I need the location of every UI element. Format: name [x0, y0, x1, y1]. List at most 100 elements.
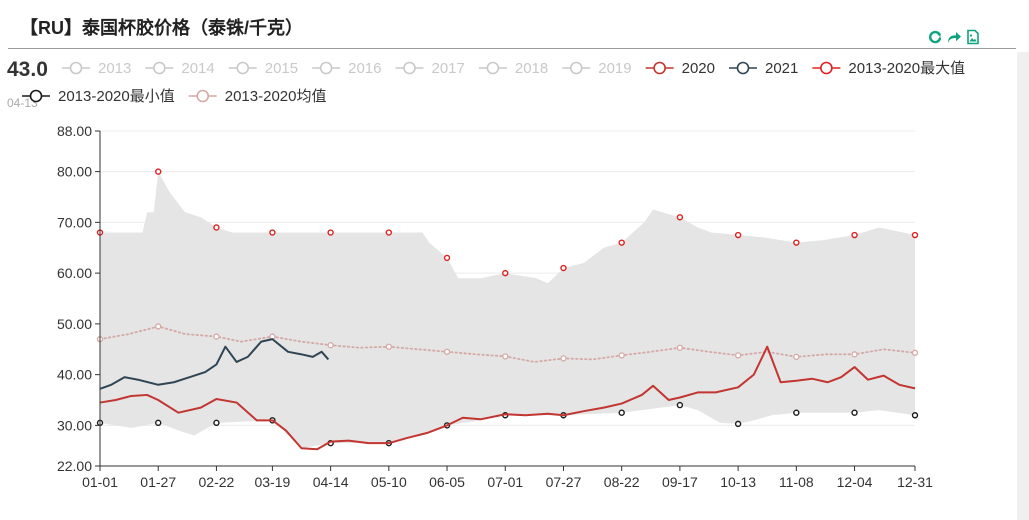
legend-label: 2013-2020均值: [225, 88, 327, 105]
legend-item[interactable]: 2021: [729, 60, 798, 77]
legend-swatch-marker: [569, 61, 583, 75]
legend-label: 2015: [265, 60, 298, 77]
y-tick-label: 40.00: [57, 367, 92, 383]
mean-point: [502, 353, 509, 360]
mean-point: [618, 352, 625, 359]
mean-point: [851, 351, 858, 358]
legend-swatch-marker: [153, 61, 166, 75]
data-point: [851, 409, 858, 416]
mean-point: [911, 349, 919, 356]
data-point: [385, 229, 393, 236]
refresh-icon[interactable]: [926, 28, 943, 45]
x-tick-label: 06-05: [429, 474, 465, 490]
legend-label: 2013-2020最大值: [848, 60, 965, 77]
legend-swatch-marker: [319, 61, 333, 75]
x-tick-label: 07-27: [546, 474, 582, 490]
mean-point: [443, 348, 451, 355]
mean-point: [213, 333, 220, 340]
data-point: [911, 231, 919, 239]
chart-toolbar: [926, 28, 981, 45]
series-line-2020: [99, 345, 916, 451]
x-tick-label: 09-17: [662, 474, 698, 490]
legend-item[interactable]: 2017: [395, 60, 465, 77]
legend-swatch-marker: [736, 61, 750, 75]
data-point: [155, 419, 162, 427]
x-tick-label: 05-10: [371, 474, 407, 490]
series-layer: [96, 168, 919, 451]
data-point: [269, 229, 276, 236]
legend-swatch-marker: [486, 61, 500, 75]
y-tick-label: 30.00: [57, 417, 92, 433]
y-tick-label: 80.00: [57, 164, 92, 180]
legend-swatch-marker: [29, 89, 43, 103]
legend-swatch-marker: [403, 61, 416, 75]
legend-label: 2016: [348, 60, 381, 77]
data-point: [618, 239, 625, 246]
data-point: [443, 254, 451, 262]
range-band: [100, 171, 915, 449]
mean-point: [793, 353, 800, 361]
data-point: [793, 409, 800, 416]
x-tick-label: 01-01: [82, 474, 118, 490]
legend-label: 2019: [598, 60, 631, 77]
legend-item[interactable]: 2013: [62, 60, 131, 77]
y-tick-label: 22.00: [57, 458, 92, 474]
page-title: 【RU】泰国杯胶价格（泰铢/千克）: [20, 18, 303, 38]
legend-item[interactable]: 2015: [228, 60, 298, 77]
legend-item[interactable]: 2013-2020最小值: [22, 88, 175, 105]
legend-item[interactable]: 2019: [562, 60, 632, 77]
legend-item[interactable]: 2020: [645, 60, 715, 77]
range-band-layer: [100, 171, 915, 449]
readout-date: 04-13: [7, 96, 38, 110]
readout-value: 43.0: [7, 58, 48, 81]
x-tick-label: 01-27: [140, 474, 176, 490]
x-tick-label: 07-01: [487, 474, 523, 490]
legend-item[interactable]: 2018: [478, 60, 548, 77]
share-icon[interactable]: [945, 28, 962, 45]
legend-label: 2013-2020最小值: [58, 88, 175, 105]
mean-point: [560, 355, 567, 362]
series-line-2021: [99, 338, 330, 390]
legend-item[interactable]: 2016: [312, 60, 382, 77]
title-divider: [8, 48, 1016, 49]
data-point: [734, 420, 742, 428]
data-point: [734, 231, 742, 239]
x-tick-label: 03-19: [254, 474, 290, 490]
data-point: [502, 269, 509, 277]
legend-label: 2014: [181, 60, 214, 77]
x-tick-label: 08-22: [604, 474, 640, 490]
legend-item[interactable]: 2014: [145, 60, 215, 77]
legend-label: 2018: [515, 60, 548, 77]
legend-swatch-marker: [820, 61, 833, 75]
legend-label: 2020: [682, 60, 715, 77]
legend-item[interactable]: 2013-2020最大值: [812, 60, 965, 77]
mean-point: [327, 342, 334, 349]
mean-point: [734, 352, 742, 359]
legend: 2013 2014 2015 2016 2017 2018 2019 2020 2021 2013…: [22, 60, 965, 105]
data-point: [213, 224, 220, 231]
legend-swatch-marker: [196, 89, 210, 103]
save-image-icon[interactable]: [964, 28, 981, 45]
legend-swatch-marker: [653, 61, 666, 75]
legend-label: 2017: [432, 60, 465, 77]
legend-label: 2013: [98, 60, 131, 77]
y-tick-label: 50.00: [57, 316, 92, 332]
x-tick-label: 10-13: [720, 474, 756, 490]
axes: 88.00 80.00 70.00 60.00 50.00 40.00 30.00 22.00…: [57, 123, 933, 490]
data-point: [618, 409, 625, 416]
legend-item[interactable]: 2013-2020均值: [188, 88, 327, 105]
legend-label: 2021: [765, 60, 798, 77]
y-tick-label: 88.00: [57, 123, 92, 139]
mean-point: [155, 323, 162, 330]
x-tick-label: 12-31: [897, 474, 933, 490]
data-point: [676, 214, 684, 221]
data-point: [851, 231, 858, 239]
legend-swatch-marker: [236, 61, 250, 75]
scrollbar[interactable]: [1017, 52, 1029, 520]
data-point: [560, 264, 567, 272]
mean-point: [385, 343, 392, 350]
x-tick-label: 11-08: [779, 474, 814, 490]
data-point: [155, 168, 162, 175]
y-tick-label: 60.00: [57, 265, 92, 281]
